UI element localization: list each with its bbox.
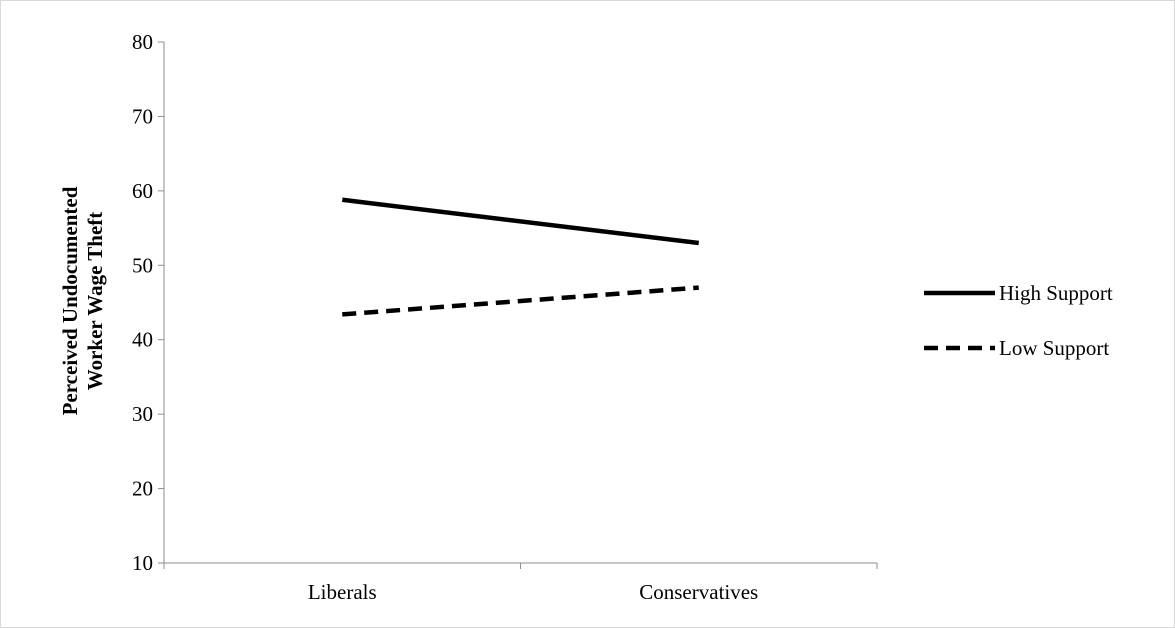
y-tick-label: 30 xyxy=(132,402,153,426)
series-line-low-support xyxy=(342,285,699,317)
y-tick-label: 70 xyxy=(132,104,153,128)
x-tick-label: Conservatives xyxy=(639,580,758,604)
y-axis-title: Perceived Undocumented Worker Wage Theft xyxy=(58,186,107,415)
y-axis-title-line-1: Perceived Undocumented xyxy=(58,186,82,415)
axes: 10 20 30 40 50 60 70 80 Liberals Conservatives xyxy=(132,30,878,604)
y-tick-label: 20 xyxy=(132,477,153,501)
x-tick-label: Liberals xyxy=(308,580,377,604)
legend-label: Low Support xyxy=(999,336,1109,360)
series-line-high-support xyxy=(341,197,700,246)
series-layer xyxy=(341,197,700,317)
y-tick-label: 10 xyxy=(132,551,153,575)
legend-label: High Support xyxy=(999,281,1113,305)
y-tick-label: 60 xyxy=(132,179,153,203)
y-tick-label: 80 xyxy=(132,30,153,54)
legend: High Support Low Support xyxy=(924,281,1113,360)
y-tick-label: 40 xyxy=(132,328,153,352)
y-axis-title-line-2: Worker Wage Theft xyxy=(83,212,107,391)
y-tick-label: 50 xyxy=(132,253,153,277)
